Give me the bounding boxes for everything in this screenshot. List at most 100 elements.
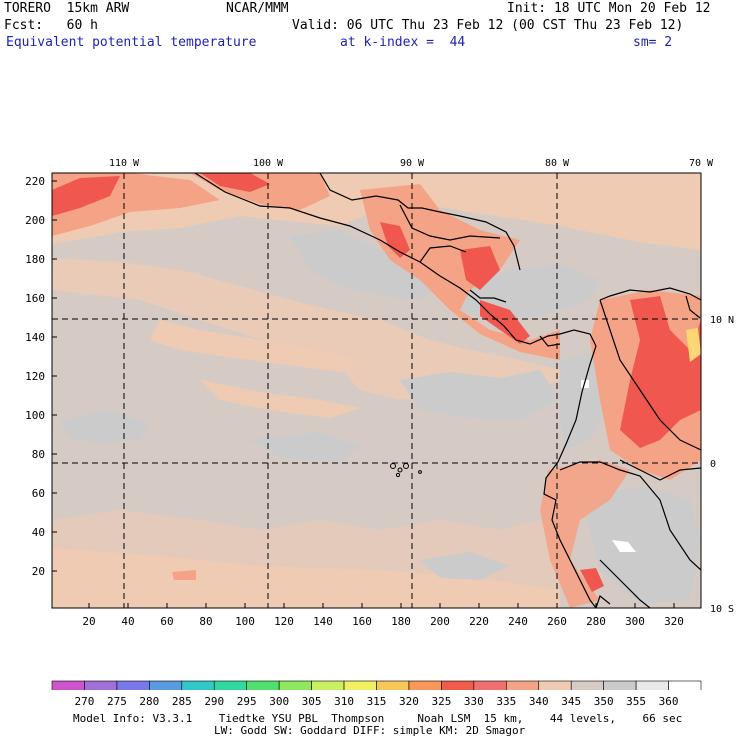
peach-band-north bbox=[52, 173, 701, 250]
colorbar-swatch bbox=[278, 680, 312, 690]
red-nw bbox=[52, 176, 120, 216]
x-tick-label: 80 bbox=[199, 615, 212, 628]
colorbar-swatch bbox=[441, 680, 475, 690]
x-tick-label: 240 bbox=[508, 615, 528, 628]
plot-frame bbox=[51, 172, 702, 609]
gray-patch-1 bbox=[290, 230, 450, 300]
red-guatemala bbox=[380, 222, 410, 258]
gray-patch-5 bbox=[250, 432, 360, 462]
white-spot-2 bbox=[612, 540, 636, 552]
x-tick-label: 120 bbox=[274, 615, 294, 628]
red-honduras bbox=[460, 246, 500, 290]
colorbar-swatch bbox=[603, 680, 637, 690]
salmon-ecuador-peru bbox=[540, 460, 630, 608]
y-tick-label: 60 bbox=[32, 487, 45, 500]
smoothing: sm= 2 bbox=[633, 35, 673, 50]
x-tick-label: 220 bbox=[469, 615, 489, 628]
gray-patch-4 bbox=[400, 370, 560, 420]
lon-label-70w: 70 W bbox=[689, 158, 714, 169]
colorbar-label: 290 bbox=[204, 695, 225, 708]
colorbar-label: 285 bbox=[171, 695, 192, 708]
x-tick-label: 100 bbox=[235, 615, 255, 628]
colorbar-swatch bbox=[668, 680, 702, 690]
lon-label-90w: 90 W bbox=[400, 158, 425, 169]
colorbar-swatch bbox=[149, 680, 183, 690]
y-tick-label: 20 bbox=[32, 565, 45, 578]
forecast-hour: Fcst: 60 h bbox=[4, 18, 98, 33]
colorbar-swatch bbox=[570, 680, 604, 690]
colorbar-swatch bbox=[311, 680, 345, 690]
y-tick-label: 220 bbox=[25, 175, 45, 188]
coastlines bbox=[194, 173, 701, 608]
colorbar-swatch bbox=[408, 680, 442, 690]
colorbar-label: 300 bbox=[269, 695, 290, 708]
colorbar-swatch bbox=[635, 680, 669, 690]
level-index: at k-index = 44 bbox=[340, 35, 466, 50]
lat-label-0: 0 bbox=[710, 459, 716, 470]
valid-time: Valid: 06 UTC Thu 23 Feb 12 (00 CST Thu … bbox=[292, 18, 684, 33]
x-tick-label: 260 bbox=[547, 615, 567, 628]
x-tick-label: 200 bbox=[430, 615, 450, 628]
red-colombia bbox=[620, 296, 701, 448]
lon-label-80w: 80 W bbox=[545, 158, 570, 169]
lat-label-10s: 10 S bbox=[710, 604, 734, 615]
colorbar-label: 350 bbox=[593, 695, 614, 708]
x-tick-label: 140 bbox=[313, 615, 333, 628]
y-tick-label: 120 bbox=[25, 370, 45, 383]
x-tick-label: 20 bbox=[82, 615, 95, 628]
x-tick-label: 280 bbox=[586, 615, 606, 628]
colorbar-label: 295 bbox=[236, 695, 257, 708]
peach-band-mid bbox=[52, 258, 560, 400]
peach-streak-1 bbox=[150, 320, 360, 372]
y-tick-label: 40 bbox=[32, 526, 45, 539]
colorbar-label: 315 bbox=[366, 695, 387, 708]
model-physics: LW: Godd SW: Goddard DIFF: simple KM: 2D… bbox=[214, 724, 526, 737]
colorbar-label: 280 bbox=[139, 695, 160, 708]
x-tick-label: 320 bbox=[664, 615, 684, 628]
x-tick-label: 60 bbox=[160, 615, 173, 628]
colorbar-swatch bbox=[51, 680, 85, 690]
colorbar-label: 325 bbox=[431, 695, 452, 708]
graticule bbox=[52, 173, 701, 608]
lon-label-110w: 110 W bbox=[109, 158, 140, 169]
y-ticks bbox=[52, 180, 57, 572]
x-tick-label: 180 bbox=[391, 615, 411, 628]
peach-band-south-2 bbox=[52, 548, 560, 608]
colorbar-label: 355 bbox=[626, 695, 647, 708]
yellow-spot bbox=[686, 328, 701, 362]
colorbar-swatch bbox=[116, 680, 150, 690]
y-tick-label: 140 bbox=[25, 331, 45, 344]
y-tick-label: 160 bbox=[25, 292, 45, 305]
red-costa-rica bbox=[480, 300, 530, 344]
lon-label-100w: 100 W bbox=[253, 158, 284, 169]
model-name: TORERO 15km ARW bbox=[4, 1, 130, 16]
colorbar-label: 340 bbox=[528, 695, 549, 708]
gray-patch-3 bbox=[60, 410, 150, 444]
x-tick-label: 300 bbox=[625, 615, 645, 628]
colorbar-label: 320 bbox=[399, 695, 419, 708]
colorbar-swatch bbox=[343, 680, 377, 690]
colorbar-swatch bbox=[376, 680, 410, 690]
y-tick-label: 200 bbox=[25, 214, 45, 227]
colorbar-label: 360 bbox=[658, 695, 679, 708]
x-tick-label: 40 bbox=[121, 615, 134, 628]
salmon-central-america bbox=[360, 184, 560, 360]
init-time: Init: 18 UTC Mon 20 Feb 12 bbox=[507, 1, 711, 16]
organization: NCAR/MMM bbox=[226, 1, 289, 16]
map-plot: 110 W 100 W 90 W 80 W 70 W 10 N 0 10 S 2… bbox=[25, 158, 734, 690]
colorbar-label: 345 bbox=[561, 695, 582, 708]
x-tick-label: 160 bbox=[352, 615, 372, 628]
field-name: Equivalent potential temperature bbox=[6, 35, 257, 50]
colorbar-swatch bbox=[213, 680, 248, 690]
red-mexico bbox=[200, 173, 270, 192]
gray-patch-6 bbox=[420, 552, 510, 580]
colorbar-label: 335 bbox=[496, 695, 517, 708]
colorbar-swatch bbox=[246, 680, 280, 690]
colorbar-swatch bbox=[181, 680, 215, 690]
colorbar-label: 310 bbox=[334, 695, 354, 708]
y-tick-label: 80 bbox=[32, 448, 45, 461]
colorbar-swatch bbox=[538, 680, 572, 690]
red-peru-spot bbox=[580, 568, 604, 592]
colorbar-swatch bbox=[473, 680, 507, 690]
salmon-spot bbox=[172, 570, 196, 580]
